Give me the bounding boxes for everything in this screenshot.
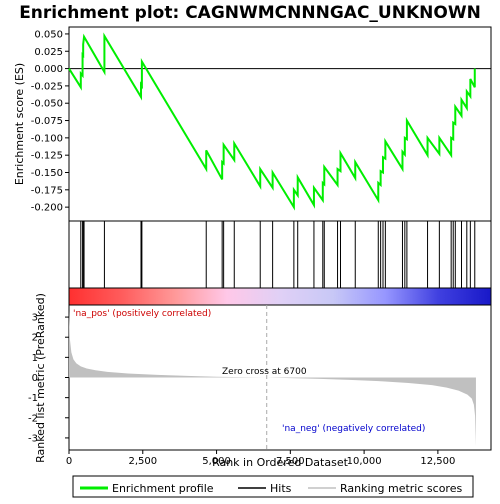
metric-panel: 3 2 1 0 -1 -2 -3 'na_pos' (positively correlat… xyxy=(28,304,492,467)
es-axis-ticks: 0.050 0.025 0.000 -0.025 -0.050 -0.075 -0.100 -… xyxy=(31,29,69,214)
x-axis-ticks: 0 2,500 5,000 7,500 10,000 12,500 xyxy=(66,450,455,467)
es-tick-label: -0.200 xyxy=(31,203,63,214)
zero-cross-label: Zero cross at 6700 xyxy=(222,367,307,377)
rank-color-bar xyxy=(68,287,492,306)
metric-tick-label: 3 xyxy=(32,313,38,324)
es-tick-label: -0.150 xyxy=(31,168,63,179)
es-panel: 0.050 0.025 0.000 -0.025 -0.050 -0.075 -0.100 -… xyxy=(31,26,492,222)
es-tick-label: -0.100 xyxy=(31,133,63,144)
es-axis-label: Enrichment score (ES) xyxy=(13,63,26,185)
metric-tick-label: 1 xyxy=(32,353,38,364)
es-tick-label: -0.175 xyxy=(31,185,63,196)
x-tick-label: 7,500 xyxy=(276,456,305,467)
es-tick-label: -0.125 xyxy=(31,151,63,162)
metric-tick-label: -3 xyxy=(28,433,38,444)
metric-tick-label: 0 xyxy=(32,373,38,384)
hits-panel xyxy=(68,220,492,289)
x-axis-label: Rank in Ordered Dataset xyxy=(212,456,349,469)
es-tick-label: -0.075 xyxy=(31,116,63,127)
es-tick-label: 0.050 xyxy=(34,29,63,40)
negative-correlation-label: 'na_neg' (negatively correlated) xyxy=(282,424,425,434)
metric-tick-label: -2 xyxy=(28,413,38,424)
hit-markers xyxy=(80,221,476,288)
es-tick-label: -0.025 xyxy=(31,81,63,92)
hits-panel-frame xyxy=(68,220,492,289)
metric-axis-label: Ranked list metric (PreRanked) xyxy=(34,293,47,463)
positive-correlation-label: 'na_pos' (positively correlated) xyxy=(73,309,211,319)
enrichment-profile-line xyxy=(68,32,476,211)
x-tick-label: 12,500 xyxy=(420,456,455,467)
es-panel-frame xyxy=(68,26,492,222)
es-tick-label: 0.000 xyxy=(34,64,63,75)
chart-title: Enrichment plot: CAGNWMCNNNGAC_UNKNOWN xyxy=(19,3,481,23)
legend-hits-label: Hits xyxy=(270,482,292,495)
es-tick-label: -0.050 xyxy=(31,99,63,110)
legend-es-label: Enrichment profile xyxy=(112,482,214,495)
x-tick-label: 5,000 xyxy=(202,456,231,467)
legend-frame xyxy=(72,475,474,498)
x-tick-label: 2,500 xyxy=(128,456,157,467)
ranking-metric-area xyxy=(69,311,476,446)
legend-metric-label: Ranking metric scores xyxy=(340,482,462,495)
es-tick-label: 0.025 xyxy=(34,47,63,58)
metric-tick-label: -1 xyxy=(28,393,38,404)
x-tick-label: 0 xyxy=(66,456,72,467)
legend: Enrichment profile Hits Ranking metric s… xyxy=(72,475,474,498)
x-tick-label: 10,000 xyxy=(347,456,382,467)
metric-axis-ticks: 3 2 1 0 -1 -2 -3 xyxy=(28,313,69,444)
metric-tick-label: 2 xyxy=(32,333,38,344)
